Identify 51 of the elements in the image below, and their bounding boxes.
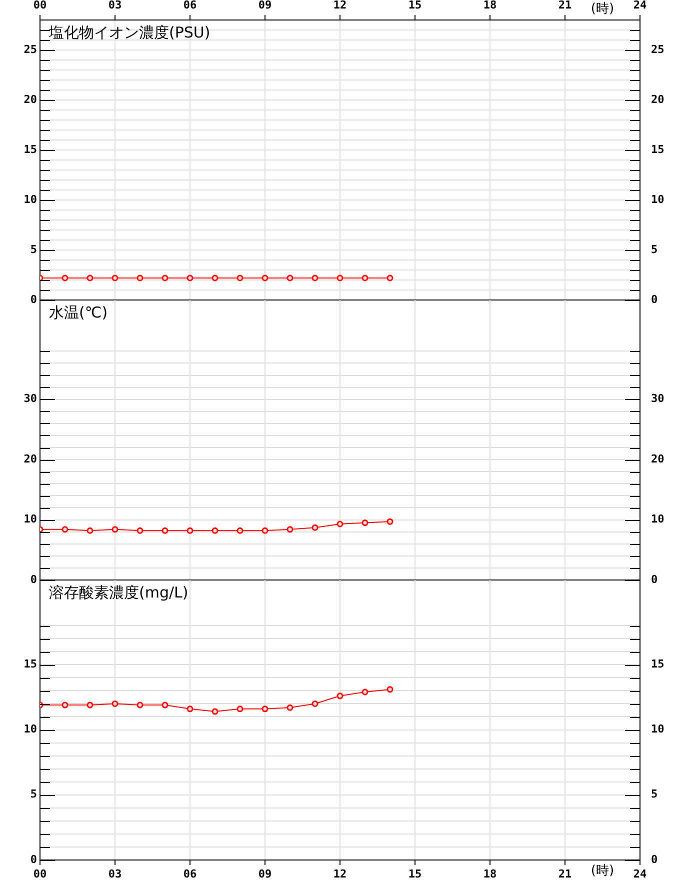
y2-tick-label: 15 [651,142,664,156]
y2-tick-label: 20 [651,92,664,106]
y-tick-label: 5 [30,788,37,801]
chart-title: 塩化物イオン濃度(PSU) [48,23,210,42]
y2-tick-label: 0 [651,852,658,866]
x-tick-label: 09 [258,867,272,880]
y2-tick-label: 30 [651,392,664,406]
y2-tick-label: 5 [651,788,658,801]
x2-axis-title: (時) [590,1,614,16]
y-tick-label: 0 [30,572,37,586]
y-tick-label: 0 [30,292,37,306]
y-tick-label: 15 [24,658,37,671]
x-tick-label: 15 [408,867,422,880]
x-axis-title: (時) [590,863,614,878]
y-tick-label: 10 [24,512,37,526]
y-tick-label: 30 [24,392,37,406]
x-tick-label: 00 [33,867,47,880]
x-tick-label: 12 [333,867,347,880]
x-tick-label: 06 [183,867,197,880]
x2-tick-label: 00 [33,0,47,12]
x2-tick-label: 18 [483,0,497,12]
x2-tick-label: 15 [408,0,422,12]
chart-title: 溶存酸素濃度(mg/L) [49,583,188,602]
y2-tick-label: 10 [651,512,664,526]
y-tick-label: 20 [24,452,37,466]
y2-tick-label: 20 [651,452,664,466]
y2-tick-label: 15 [651,658,664,671]
y-tick-label: 10 [24,192,37,206]
chart-title: 水温(℃) [49,303,108,322]
x2-tick-label: 09 [258,0,272,12]
x-tick-label: 03 [108,867,122,880]
x-tick-label: 24 [633,867,647,880]
y-tick-label: 15 [24,142,37,156]
y2-tick-label: 5 [651,242,658,256]
x2-tick-label: 06 [183,0,197,12]
x2-tick-label: 24 [633,0,647,12]
x2-tick-label: 12 [333,0,347,12]
y2-tick-label: 0 [651,292,658,306]
y-tick-label: 10 [24,722,37,736]
x-tick-label: 21 [558,867,572,880]
y2-tick-label: 25 [651,42,664,56]
y-tick-label: 20 [24,92,37,106]
y2-tick-label: 10 [651,192,664,206]
y-tick-label: 5 [30,242,37,256]
x-tick-label: 18 [483,867,497,880]
x2-tick-label: 21 [558,0,572,12]
x2-tick-label: 03 [108,0,122,12]
y2-tick-label: 10 [651,722,664,736]
y2-tick-label: 0 [651,572,658,586]
y-tick-label: 0 [30,852,37,866]
y-tick-label: 25 [24,42,37,56]
